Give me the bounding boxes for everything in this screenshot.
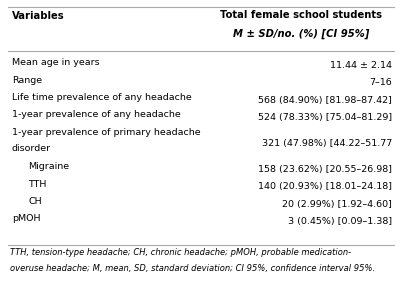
Text: Life time prevalence of any headache: Life time prevalence of any headache — [12, 93, 192, 102]
Text: 1-year prevalence of primary headache: 1-year prevalence of primary headache — [12, 128, 201, 137]
Text: 140 (20.93%) [18.01–24.18]: 140 (20.93%) [18.01–24.18] — [258, 182, 392, 191]
Text: CH: CH — [28, 197, 42, 206]
Text: 568 (84.90%) [81.98–87.42]: 568 (84.90%) [81.98–87.42] — [258, 96, 392, 105]
Text: 321 (47.98%) [44.22–51.77: 321 (47.98%) [44.22–51.77 — [262, 139, 392, 148]
Text: 11.44 ± 2.14: 11.44 ± 2.14 — [330, 61, 392, 70]
Text: pMOH: pMOH — [12, 214, 40, 223]
Text: TTH: TTH — [28, 180, 46, 188]
Text: Mean age in years: Mean age in years — [12, 58, 100, 67]
Text: TTH, tension-type headache; CH, chronic headache; pMOH, probable medication-: TTH, tension-type headache; CH, chronic … — [10, 248, 351, 257]
Text: 524 (78.33%) [75.04–81.29]: 524 (78.33%) [75.04–81.29] — [258, 113, 392, 122]
Text: 7–16: 7–16 — [369, 78, 392, 87]
Text: Range: Range — [12, 76, 42, 85]
Text: disorder: disorder — [12, 143, 51, 153]
Text: overuse headache; M, mean, SD, standard deviation; CI 95%, confidence interval 9: overuse headache; M, mean, SD, standard … — [10, 264, 375, 273]
Text: M ± SD/no. (%) [CI 95%]: M ± SD/no. (%) [CI 95%] — [233, 28, 369, 38]
Text: 20 (2.99%) [1.92–4.60]: 20 (2.99%) [1.92–4.60] — [282, 200, 392, 209]
Text: 158 (23.62%) [20.55–26.98]: 158 (23.62%) [20.55–26.98] — [258, 165, 392, 174]
Text: Total female school students: Total female school students — [220, 10, 382, 20]
Text: Variables: Variables — [12, 11, 65, 21]
Text: Migraine: Migraine — [28, 162, 69, 171]
Text: 3 (0.45%) [0.09–1.38]: 3 (0.45%) [0.09–1.38] — [288, 217, 392, 226]
Text: 1-year prevalence of any headache: 1-year prevalence of any headache — [12, 110, 181, 119]
